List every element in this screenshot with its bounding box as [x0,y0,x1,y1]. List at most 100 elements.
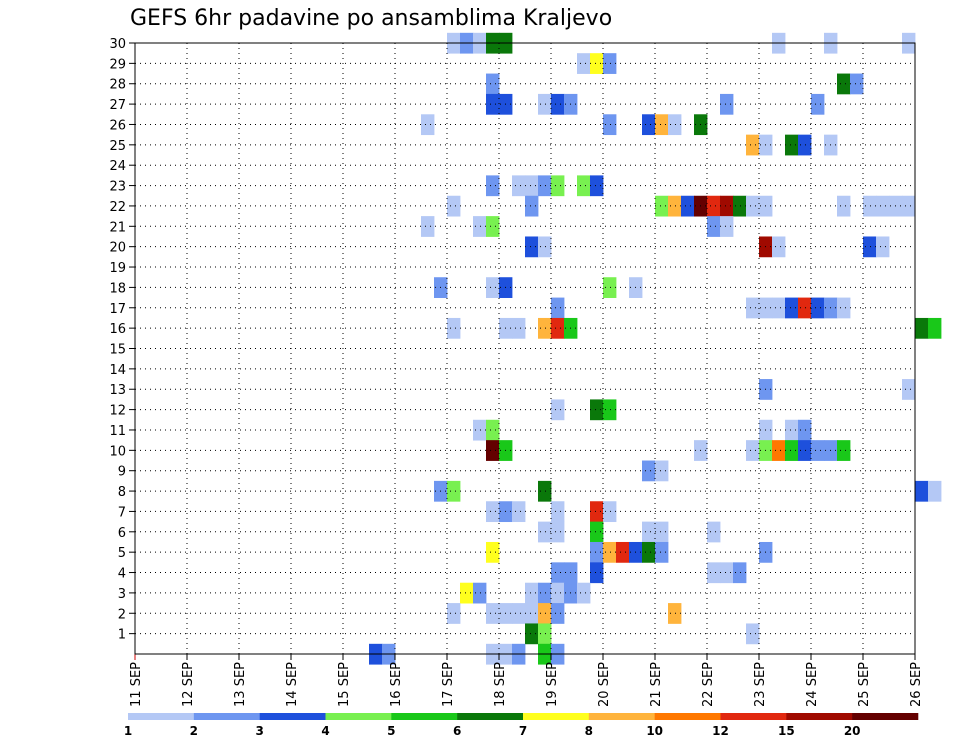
precip-cell [642,521,656,543]
precip-cell [720,195,734,217]
precip-cell [837,73,851,95]
precip-cell [538,93,552,115]
precip-cell [486,216,500,237]
precip-cell [538,480,552,502]
x-tick-label: 24 SEP [805,662,820,707]
precip-cell [525,623,539,645]
precip-cell [538,236,552,258]
precip-cell [785,440,799,461]
y-tick-label: 19 [109,261,126,276]
precip-cell [746,134,760,156]
precip-cell [837,440,851,461]
precip-cell [551,93,565,115]
precip-cell [798,419,812,441]
legend-label: 2 [190,724,198,738]
legend-label: 12 [712,724,729,738]
precip-cell [746,195,760,217]
precip-cell [486,541,500,563]
y-tick-label: 18 [109,281,126,296]
y-tick-label: 20 [109,241,126,256]
precip-cell [551,582,565,604]
precip-cell [512,603,526,624]
precip-cell [707,562,721,584]
precip-cell [772,236,786,258]
precip-cell [577,582,591,604]
precip-cell [707,216,721,237]
legend-swatch [852,713,919,720]
legend-swatch [259,713,326,720]
x-tick-label: 13 SEP [233,662,248,707]
precip-cell [746,297,760,319]
precip-cell [681,195,695,217]
color-legend: 1 2 3 4 5 6 7 8 10 12 15 20 [124,713,919,738]
legend-swatch [523,713,590,720]
precip-cell [512,175,526,197]
legend-label: 5 [387,724,395,738]
precip-cell [798,297,812,319]
y-tick-label: 29 [109,57,126,72]
x-tick-label: 21 SEP [649,662,664,707]
precip-cell [421,114,435,136]
precip-cell [876,195,890,217]
y-tick-label: 25 [109,139,126,154]
precip-cell [551,603,565,624]
legend-label: 1 [124,724,132,738]
precip-cell [811,93,825,115]
y-tick-label: 12 [109,404,126,419]
precip-cell [486,175,500,197]
precip-cell [538,175,552,197]
precip-cell [746,440,760,461]
y-tick-label: 5 [118,546,126,561]
precip-cell [551,297,565,319]
precip-cell [551,317,565,339]
precip-cell [590,501,604,523]
precip-cell [551,399,565,421]
y-tick-label: 15 [109,343,126,358]
precip-cell [525,603,539,624]
precip-cell [785,419,799,441]
chart-title: GEFS 6hr padavine po ansamblima Kraljevo [130,6,612,31]
precip-cell [551,562,565,584]
precip-cell [785,134,799,156]
precip-cell [551,521,565,543]
precip-cell [447,480,461,502]
precip-cell [473,582,487,604]
y-tick-label: 2 [118,607,126,622]
legend-swatch [325,713,392,720]
precip-cell [525,195,539,217]
y-tick-label: 8 [118,485,126,500]
precip-cell [590,399,604,421]
precip-cell [486,440,500,461]
precip-cell [421,216,435,237]
legend-label: 20 [844,724,861,738]
precip-cell [772,440,786,461]
legend-swatch [128,713,195,720]
precip-cell [655,541,669,563]
x-tick-label: 14 SEP [285,662,300,707]
precip-cell [473,216,487,237]
x-tick-label: 18 SEP [493,662,508,707]
x-tick-label: 20 SEP [597,662,612,707]
x-tick-label: 12 SEP [181,662,196,707]
y-tick-label: 30 [109,37,126,52]
precip-cell [850,73,864,95]
precip-cell [447,317,461,339]
precip-cell [642,541,656,563]
y-tick-label: 28 [109,78,126,93]
precip-cell [720,562,734,584]
precip-cell [486,419,500,441]
precip-cell [538,317,552,339]
y-tick-label: 4 [118,567,126,582]
precip-cell [746,623,760,645]
precip-cell [655,195,669,217]
precip-cell [902,195,916,217]
precip-cell [525,582,539,604]
precip-cell [577,53,591,74]
y-tick-label: 26 [109,118,126,133]
legend-swatch [457,713,524,720]
legend-swatch [193,713,260,720]
precip-cell [590,541,604,563]
precip-cell [512,501,526,523]
precip-cell [707,521,721,543]
